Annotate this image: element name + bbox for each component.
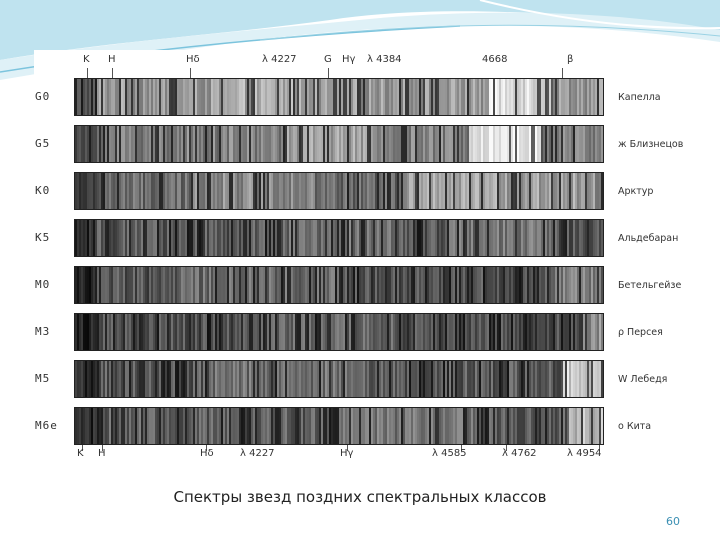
star-name-label: Арктур <box>618 186 654 197</box>
spectrum-strip <box>74 219 604 257</box>
spectral-class-label: M3 <box>35 325 51 338</box>
bottom-line-label: Hγ <box>340 448 354 459</box>
spectral-class-label: G5 <box>35 137 51 150</box>
spectrum-strip <box>74 78 604 116</box>
top-line-label: H <box>108 54 116 65</box>
spectral-class-label: M5 <box>35 372 51 385</box>
top-line-label: β <box>567 54 574 65</box>
spectral-class-label: K0 <box>35 184 51 197</box>
star-name-label: ж Близнецов <box>618 139 684 150</box>
top-line-label: Hγ <box>342 54 356 65</box>
spectral-class-label: M0 <box>35 278 51 291</box>
top-line-label: K <box>83 54 90 65</box>
star-name-label: ρ Персея <box>618 327 663 338</box>
bottom-line-label: λ 4954 <box>567 448 602 459</box>
spectrum-strip <box>74 125 604 163</box>
star-name-label: Бетельгейзе <box>618 280 682 291</box>
bottom-line-label: λ 4585 <box>432 448 467 459</box>
bottom-line-label: K <box>77 448 84 459</box>
top-line-label: 4668 <box>482 54 508 65</box>
figure-caption: Спектры звезд поздних спектральных класс… <box>173 488 547 506</box>
star-name-label: Альдебаран <box>618 233 679 244</box>
bottom-line-label: λ 4762 <box>502 448 537 459</box>
bottom-line-label: λ 4227 <box>240 448 275 459</box>
spectrum-strip <box>74 360 604 398</box>
top-line-label: λ 4227 <box>262 54 297 65</box>
spectrum-strip <box>74 266 604 304</box>
spectrum-strip <box>74 407 604 445</box>
top-line-label: λ 4384 <box>367 54 402 65</box>
spectral-class-label: M6e <box>35 419 58 432</box>
spectral-class-label: G0 <box>35 90 51 103</box>
spectrum-strip <box>74 172 604 210</box>
spectra-figure: K H Hδ λ 4227 G Hγ λ 4384 4668 β G0 Капе… <box>34 50 686 466</box>
bottom-line-label: H <box>98 448 106 459</box>
top-line-label: G <box>324 54 332 65</box>
bottom-line-label: Hδ <box>200 448 214 459</box>
page-number: 60 <box>666 515 680 528</box>
spectrum-strip <box>74 313 604 351</box>
spectral-class-label: K5 <box>35 231 51 244</box>
star-name-label: Капелла <box>618 92 661 103</box>
star-name-label: W Лебедя <box>618 374 668 385</box>
star-name-label: o Кита <box>618 421 652 432</box>
top-line-label: Hδ <box>186 54 200 65</box>
